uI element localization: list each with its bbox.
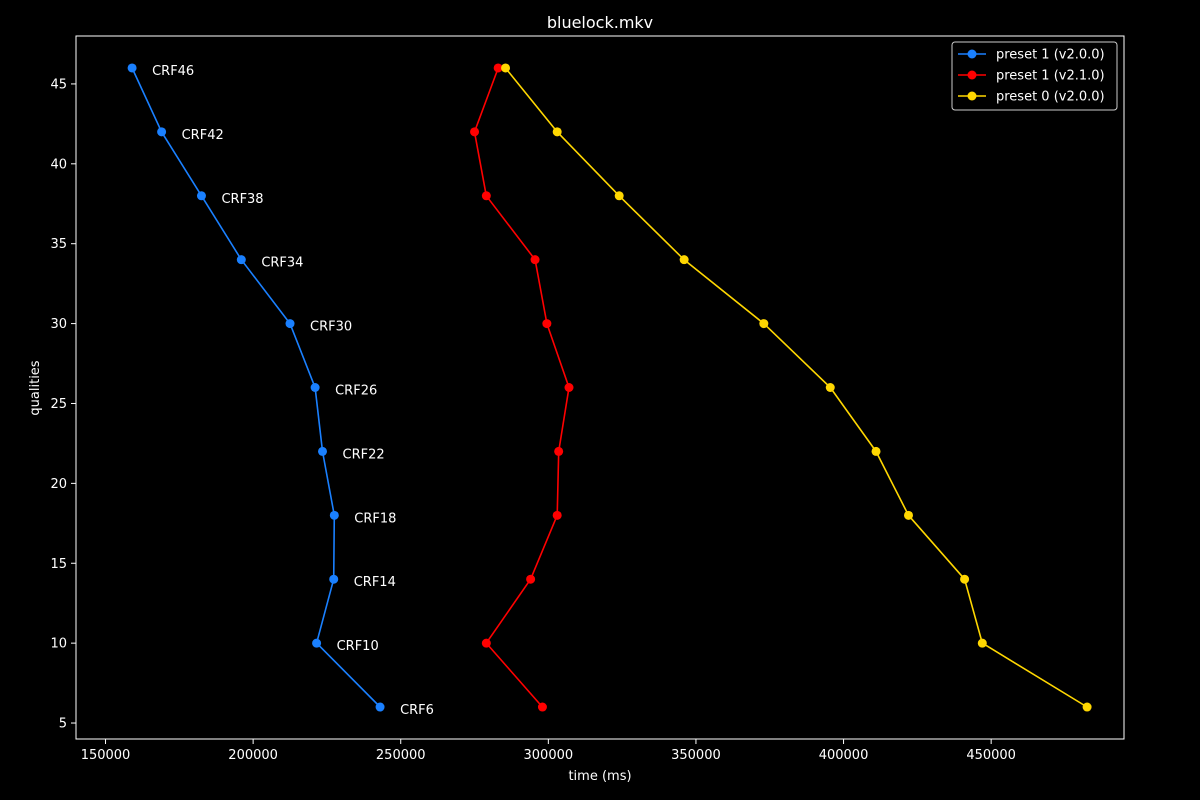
y-tick-label: 10: [50, 637, 67, 652]
y-axis: 5 10 15 20 25 30 35 40 45: [50, 77, 76, 732]
data-point: [493, 63, 503, 73]
data-point: [481, 191, 491, 201]
data-point: [552, 127, 562, 137]
legend-label: preset 1 (v2.1.0): [996, 69, 1105, 84]
legend-item: preset 1 (v2.0.0): [958, 48, 1105, 63]
data-point: [977, 638, 987, 648]
legend-item: preset 0 (v2.0.0): [958, 90, 1105, 105]
data-point: [329, 510, 339, 520]
legend-label: preset 0 (v2.0.0): [996, 90, 1105, 105]
x-axis: 150000 200000 250000 300000 350000 400000 4500…: [81, 739, 1016, 763]
data-point: [127, 63, 137, 73]
series-2: [470, 63, 574, 712]
data-point: [318, 446, 328, 456]
y-tick-label: 5: [59, 717, 67, 732]
point-label: CRF18: [354, 511, 396, 526]
point-label: CRF6: [400, 703, 434, 718]
data-point: [236, 255, 246, 265]
x-tick-label: 450000: [966, 748, 1016, 763]
x-tick-label: 400000: [819, 748, 869, 763]
data-point: [196, 191, 206, 201]
y-tick-label: 35: [50, 237, 67, 252]
data-point: [285, 319, 295, 329]
y-tick-label: 30: [50, 317, 67, 332]
data-point: [526, 574, 536, 584]
data-point: [903, 510, 913, 520]
data-point: [310, 383, 320, 392]
data-point: [470, 127, 480, 137]
y-tick-label: 15: [50, 557, 67, 572]
data-point: [530, 255, 540, 265]
point-label: CRF22: [343, 447, 385, 462]
legend-marker: [967, 49, 977, 59]
point-label: CRF34: [261, 256, 303, 271]
legend-item: preset 1 (v2.1.0): [958, 69, 1105, 84]
legend: preset 1 (v2.0.0) preset 1 (v2.1.0) preset…: [951, 41, 1118, 111]
x-tick-label: 150000: [81, 748, 131, 763]
data-point: [1082, 702, 1092, 712]
point-label: CRF30: [310, 320, 352, 335]
series-3: [501, 63, 1092, 712]
point-label: CRF14: [354, 575, 396, 590]
data-point: [564, 383, 574, 392]
data-point: [329, 574, 339, 584]
x-tick-label: 200000: [228, 748, 278, 763]
legend-marker: [967, 70, 977, 80]
legend-box: [951, 41, 1118, 111]
data-point: [157, 127, 167, 137]
data-point: [960, 574, 970, 584]
data-point: [481, 638, 491, 648]
y-tick-label: 45: [50, 77, 67, 92]
x-axis-label: time (ms): [568, 769, 631, 784]
point-label: CRF42: [182, 128, 224, 143]
data-point: [375, 702, 385, 712]
point-label: CRF38: [221, 192, 263, 207]
y-axis-label: qualities: [28, 360, 43, 415]
data-point: [537, 702, 547, 712]
data-point: [552, 510, 562, 520]
series-1: [127, 63, 385, 712]
x-tick-label: 350000: [671, 748, 721, 763]
x-tick-label: 300000: [524, 748, 574, 763]
y-tick-label: 25: [50, 397, 67, 412]
data-point: [542, 319, 552, 329]
point-label: CRF46: [152, 64, 194, 79]
data-point: [871, 446, 881, 456]
data-point: [312, 638, 322, 648]
data-point: [759, 319, 769, 329]
point-label: CRF10: [337, 639, 379, 654]
x-tick-label: 250000: [376, 748, 426, 763]
y-tick-label: 40: [50, 157, 67, 172]
series-layer: [127, 63, 1092, 712]
plot-area: [75, 35, 1125, 740]
data-point: [679, 255, 689, 265]
data-point: [825, 383, 835, 392]
point-label: CRF26: [335, 384, 377, 399]
legend-label: preset 1 (v2.0.0): [996, 48, 1105, 63]
point-labels-layer: CRF46 CRF42 CRF38 CRF34 CRF30 CRF26 CRF22 CRF18…: [152, 64, 434, 718]
data-point: [501, 63, 511, 73]
data-point: [554, 446, 564, 456]
data-point: [614, 191, 624, 201]
legend-marker: [967, 91, 977, 101]
chart-title: bluelock.mkv: [547, 13, 653, 32]
y-tick-label: 20: [50, 477, 67, 492]
